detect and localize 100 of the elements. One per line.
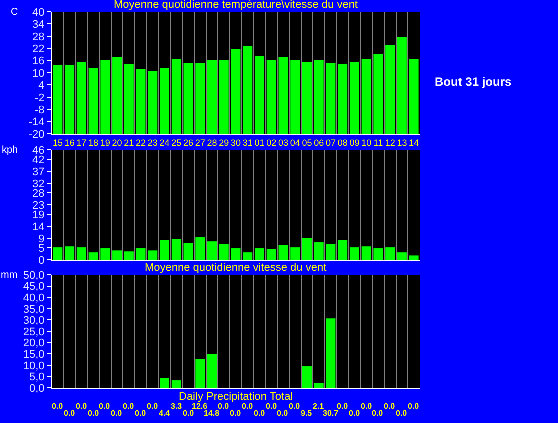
bar <box>231 248 241 260</box>
x-tick-label: 06 <box>314 138 324 148</box>
y-tick-label: 0,0 <box>30 382 45 395</box>
bar <box>65 65 75 134</box>
bar <box>314 60 324 134</box>
y-tick-label: -14 <box>28 116 45 129</box>
y-tick-label: 5,0 <box>30 372 45 384</box>
bar <box>326 244 336 260</box>
data-label: 0.0 <box>88 409 100 418</box>
bar <box>124 252 134 260</box>
bar <box>350 248 360 260</box>
y-tick-label: 22 <box>32 43 45 56</box>
bar <box>338 240 348 260</box>
bar <box>243 252 253 260</box>
bar <box>302 238 312 260</box>
x-tick-label: 16 <box>64 138 75 148</box>
data-label: 0.0 <box>277 409 289 418</box>
y-tick-label: 42 <box>32 154 45 166</box>
bar <box>112 57 122 134</box>
bar <box>278 245 288 260</box>
x-tick-label: 11 <box>374 138 384 148</box>
x-tick-label: 05 <box>302 138 312 148</box>
x-tick-label: 23 <box>148 138 158 148</box>
y-tick-label: 19 <box>32 209 45 222</box>
x-tick-label: 03 <box>278 138 288 148</box>
bar <box>100 60 110 134</box>
y-axis-title: C <box>11 7 18 18</box>
data-label: 4.4 <box>159 409 171 418</box>
bar <box>160 378 170 388</box>
x-tick-label: 14 <box>409 138 420 148</box>
bar <box>196 238 206 260</box>
x-tick-label: 19 <box>100 138 110 148</box>
bar <box>196 63 206 134</box>
bar <box>160 240 170 260</box>
bar <box>124 64 134 134</box>
x-tick-label: 28 <box>207 138 218 148</box>
bar <box>208 242 218 260</box>
bar <box>374 248 384 260</box>
x-tick-label: 25 <box>172 138 182 148</box>
data-label: 14.8 <box>204 409 220 418</box>
bar <box>112 250 122 260</box>
bar <box>88 252 98 260</box>
data-label: 0.0 <box>111 409 123 418</box>
x-tick-label: 20 <box>112 138 122 148</box>
bar <box>172 239 182 260</box>
x-tick-label: 01 <box>254 138 265 148</box>
x-tick-label: 08 <box>338 138 348 148</box>
data-label: 0.0 <box>337 402 349 411</box>
data-label: 0.0 <box>396 409 408 418</box>
y-tick-label: 45,0 <box>23 281 45 294</box>
y-tick-label: 23 <box>32 200 45 212</box>
y-tick-label: 10 <box>32 68 45 80</box>
y-tick-label: 25,0 <box>23 326 45 338</box>
x-tick-label: 21 <box>124 138 134 148</box>
y-tick-label: -20 <box>28 128 45 141</box>
y-tick-label: 28 <box>32 188 45 200</box>
x-tick-label: 17 <box>76 138 87 148</box>
bar <box>386 248 396 260</box>
y-tick-label: 30,0 <box>23 315 45 328</box>
bar <box>397 252 407 260</box>
x-tick-label: 07 <box>326 138 336 148</box>
chart-title: Moyenne quotidienne température\vitesse du vent <box>114 0 358 11</box>
bar <box>338 64 348 134</box>
x-tick-label: 02 <box>266 138 277 148</box>
bar <box>314 383 324 388</box>
data-label: 0.0 <box>408 402 420 411</box>
bar <box>266 60 276 134</box>
bar <box>208 354 218 388</box>
data-label: 0.0 <box>147 402 159 411</box>
data-label: 0.0 <box>183 409 195 418</box>
y-tick-label: 40,0 <box>23 292 45 304</box>
y-tick-label: 40 <box>32 6 45 19</box>
bar <box>350 62 360 134</box>
x-tick-label: 30 <box>230 138 242 148</box>
y-tick-label: 32 <box>32 178 45 190</box>
data-label: 0.0 <box>135 409 147 418</box>
x-tick-label: 04 <box>290 138 300 148</box>
bar <box>100 248 110 260</box>
bar <box>397 37 407 134</box>
y-tick-label: 20,0 <box>23 338 45 350</box>
bar <box>266 249 276 260</box>
x-tick-label: 15 <box>52 138 63 148</box>
y-tick-label: 34 <box>32 19 45 32</box>
data-label: 0.0 <box>218 402 230 411</box>
x-axis-title: Daily Precipitation Total <box>179 391 294 403</box>
y-tick-label: -8 <box>35 104 45 116</box>
bar <box>302 62 312 134</box>
bar <box>219 60 229 134</box>
x-tick-label: 09 <box>350 138 360 148</box>
bar <box>136 69 146 134</box>
x-tick-label: 22 <box>136 138 146 148</box>
y-tick-label: 35,0 <box>23 304 45 316</box>
data-label: 3.3 <box>171 402 183 411</box>
y-tick-label: 16 <box>32 56 45 68</box>
x-tick-label: 13 <box>397 138 408 148</box>
y-tick-label: 37 <box>32 166 45 178</box>
bar <box>76 248 86 260</box>
data-label: 0.0 <box>384 402 396 411</box>
text: Bout 31 jours <box>435 75 512 89</box>
bar <box>136 248 146 260</box>
